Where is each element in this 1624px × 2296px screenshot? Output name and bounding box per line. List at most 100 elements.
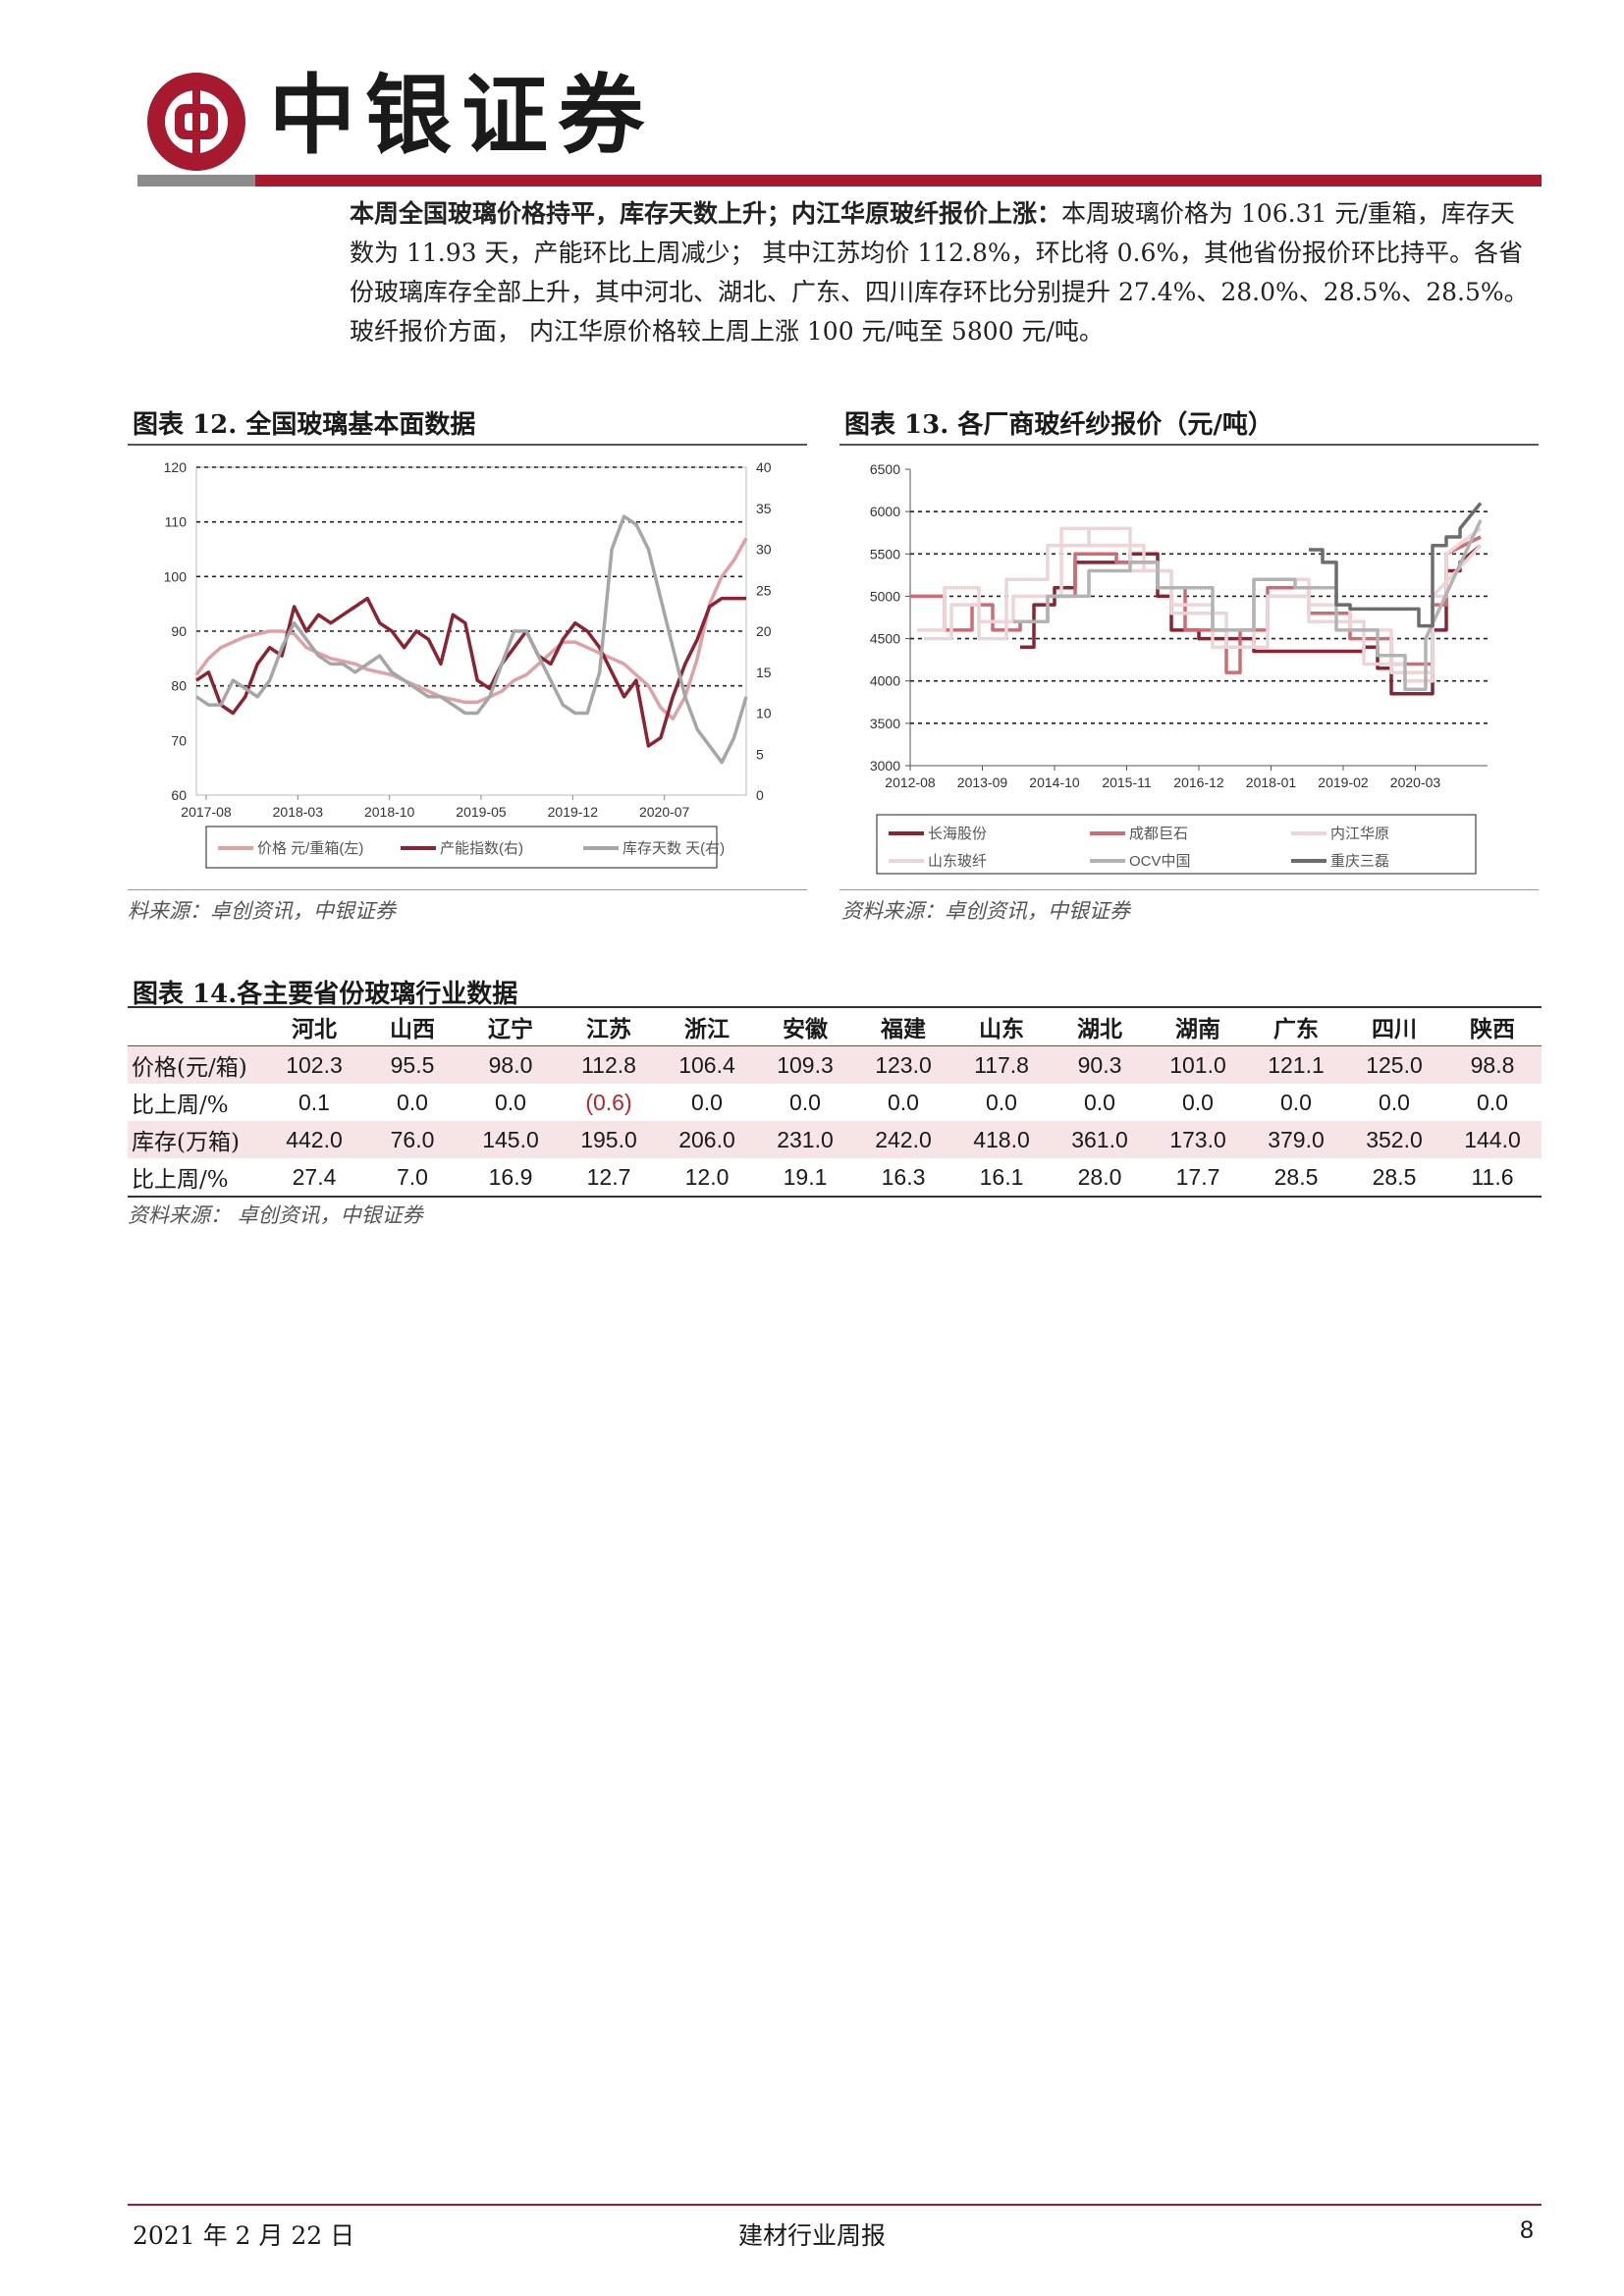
table-cell: 352.0 — [1345, 1121, 1443, 1158]
table-cell: 379.0 — [1247, 1121, 1345, 1158]
table-cell: 0.0 — [789, 1089, 821, 1115]
table-cell: 195.0 — [560, 1121, 658, 1158]
table-cell: 0.0 — [1477, 1089, 1508, 1115]
legend-label: 内江华原 — [1330, 826, 1389, 842]
footer-report-title: 建材行业周报 — [737, 2221, 887, 2250]
table-cell: 117.8 — [952, 1045, 1051, 1084]
y-right-tick-label: 10 — [756, 706, 772, 721]
col-header: 山东 — [979, 1016, 1024, 1042]
y-left-tick-label: 90 — [171, 623, 187, 639]
table-cell: 90.3 — [1051, 1045, 1149, 1084]
table-cell: 19.1 — [783, 1163, 828, 1190]
table-cell: 12.7 — [586, 1163, 631, 1190]
table-cell: 28.5 — [1273, 1163, 1319, 1190]
col-header: 湖南 — [1175, 1016, 1220, 1042]
table-cell: 11.6 — [1471, 1163, 1514, 1190]
y-left-tick-label: 100 — [164, 568, 188, 584]
y-left-tick-label: 70 — [171, 732, 187, 748]
series-line-0 — [194, 537, 748, 721]
col-header: 浙江 — [684, 1016, 730, 1042]
table-cell: 27.4 — [292, 1163, 337, 1190]
row-label: 库存(万箱) — [128, 1121, 265, 1158]
fig12-bottom-rule — [128, 889, 807, 890]
fig12-title: 图表 12. 全国玻璃基本面数据 — [133, 410, 476, 440]
table-cell: 12.0 — [684, 1163, 730, 1190]
intro-paragraph: 本周全国玻璃价格持平，库存天数上升；内江华原玻纤报价上涨：本周玻璃价格为 106… — [350, 194, 1538, 351]
row-label: 价格(元/箱) — [128, 1045, 265, 1084]
province-glass-table: 河北 山西 辽宁 江苏 浙江 安徽 福建 山东 湖北 湖南 广东 四川 陕西 价… — [128, 1006, 1542, 1198]
y-left-tick-label: 60 — [171, 787, 187, 803]
series-line-4 — [1013, 519, 1483, 692]
table-cell: 16.3 — [881, 1163, 926, 1190]
table-cell: 16.9 — [488, 1163, 533, 1190]
x-tick-label: 2012-08 — [885, 774, 936, 790]
col-header: 陕西 — [1470, 1016, 1515, 1042]
x-tick-label: 2013-09 — [957, 774, 1008, 790]
row-label: 比上周/% — [132, 1167, 229, 1193]
col-header: 广东 — [1273, 1016, 1319, 1042]
col-header: 山西 — [390, 1016, 435, 1042]
y-left-tick-label: 80 — [171, 678, 187, 694]
col-header: 福建 — [881, 1016, 926, 1042]
table-cell: 17.7 — [1175, 1163, 1220, 1190]
y-right-tick-label: 35 — [756, 501, 772, 516]
series-line-3 — [924, 526, 1483, 683]
header-rule-red — [255, 175, 1542, 187]
fig13-title: 图表 13. 各厂商玻纤纱报价（元/吨） — [844, 410, 1273, 440]
table-cell: 0.0 — [1084, 1089, 1115, 1115]
table-cell: 0.0 — [1379, 1089, 1410, 1115]
series-line-1 — [195, 596, 746, 748]
col-header: 四川 — [1372, 1016, 1417, 1042]
col-header: 河北 — [292, 1016, 337, 1042]
series-line-2 — [195, 514, 748, 765]
fig13-title-rule — [839, 444, 1539, 446]
legend-label: 重庆三磊 — [1330, 853, 1389, 870]
table-cell: 361.0 — [1051, 1121, 1149, 1158]
col-header: 江苏 — [586, 1016, 631, 1042]
table-cell: 0.1 — [298, 1089, 330, 1115]
y-right-tick-label: 40 — [756, 459, 772, 475]
table-cell: 242.0 — [854, 1121, 952, 1158]
y-tick-label: 5000 — [870, 588, 900, 604]
table-cell: 76.0 — [363, 1121, 461, 1158]
table-row-price: 价格(元/箱) 102.3 95.5 98.0 112.8 106.4 109.… — [128, 1045, 1542, 1084]
table-cell: 102.3 — [265, 1045, 363, 1084]
table-cell: 112.8 — [560, 1045, 658, 1084]
col-header: 辽宁 — [488, 1016, 533, 1042]
table-cell: 0.0 — [495, 1089, 526, 1115]
x-tick-label: 2018-03 — [273, 804, 324, 820]
table-cell: 0.0 — [888, 1089, 919, 1115]
table-cell: 144.0 — [1443, 1121, 1542, 1158]
table-row-price-wow: 比上周/% 0.1 0.0 0.0 (0.6) 0.0 0.0 0.0 0.0 … — [128, 1084, 1542, 1121]
y-right-tick-label: 30 — [756, 542, 772, 558]
table-cell: 145.0 — [461, 1121, 560, 1158]
table-cell: 173.0 — [1149, 1121, 1247, 1158]
fig14-source: 资料来源： 卓创资讯，中银证券 — [128, 1203, 423, 1227]
legend-label: 山东玻纤 — [928, 853, 987, 870]
table-cell: 125.0 — [1345, 1045, 1443, 1084]
y-right-tick-label: 25 — [756, 582, 772, 598]
y-right-tick-label: 15 — [756, 665, 772, 680]
x-tick-label: 2019-02 — [1318, 774, 1369, 790]
table-cell: 418.0 — [952, 1121, 1051, 1158]
x-tick-label: 2020-03 — [1390, 774, 1441, 790]
x-tick-label: 2018-10 — [364, 804, 415, 820]
table-row-inventory-wow: 比上周/% 27.4 7.0 16.9 12.7 12.0 19.1 16.3 … — [128, 1158, 1542, 1197]
y-tick-label: 3000 — [870, 758, 900, 774]
table-cell: 106.4 — [658, 1045, 756, 1084]
intro-body: 本周玻璃价格为 106.31 元/重箱，库存天数为 11.93 天，产能环比上周… — [350, 199, 1529, 346]
table-cell: 95.5 — [363, 1045, 461, 1084]
table-cell: 0.0 — [1280, 1089, 1312, 1115]
table-cell: 109.3 — [756, 1045, 854, 1084]
table-cell: 101.0 — [1149, 1045, 1247, 1084]
y-tick-label: 4000 — [870, 673, 900, 689]
legend-box — [876, 814, 1477, 875]
table-cell: 98.0 — [461, 1045, 560, 1084]
y-left-tick-label: 120 — [164, 459, 188, 475]
footer-page-number: 8 — [1520, 2216, 1534, 2244]
table-cell: 121.1 — [1247, 1045, 1345, 1084]
legend-label: 成都巨石 — [1129, 826, 1188, 842]
x-tick-label: 2019-05 — [456, 804, 507, 820]
legend-label: 库存天数 天(右) — [623, 840, 725, 857]
